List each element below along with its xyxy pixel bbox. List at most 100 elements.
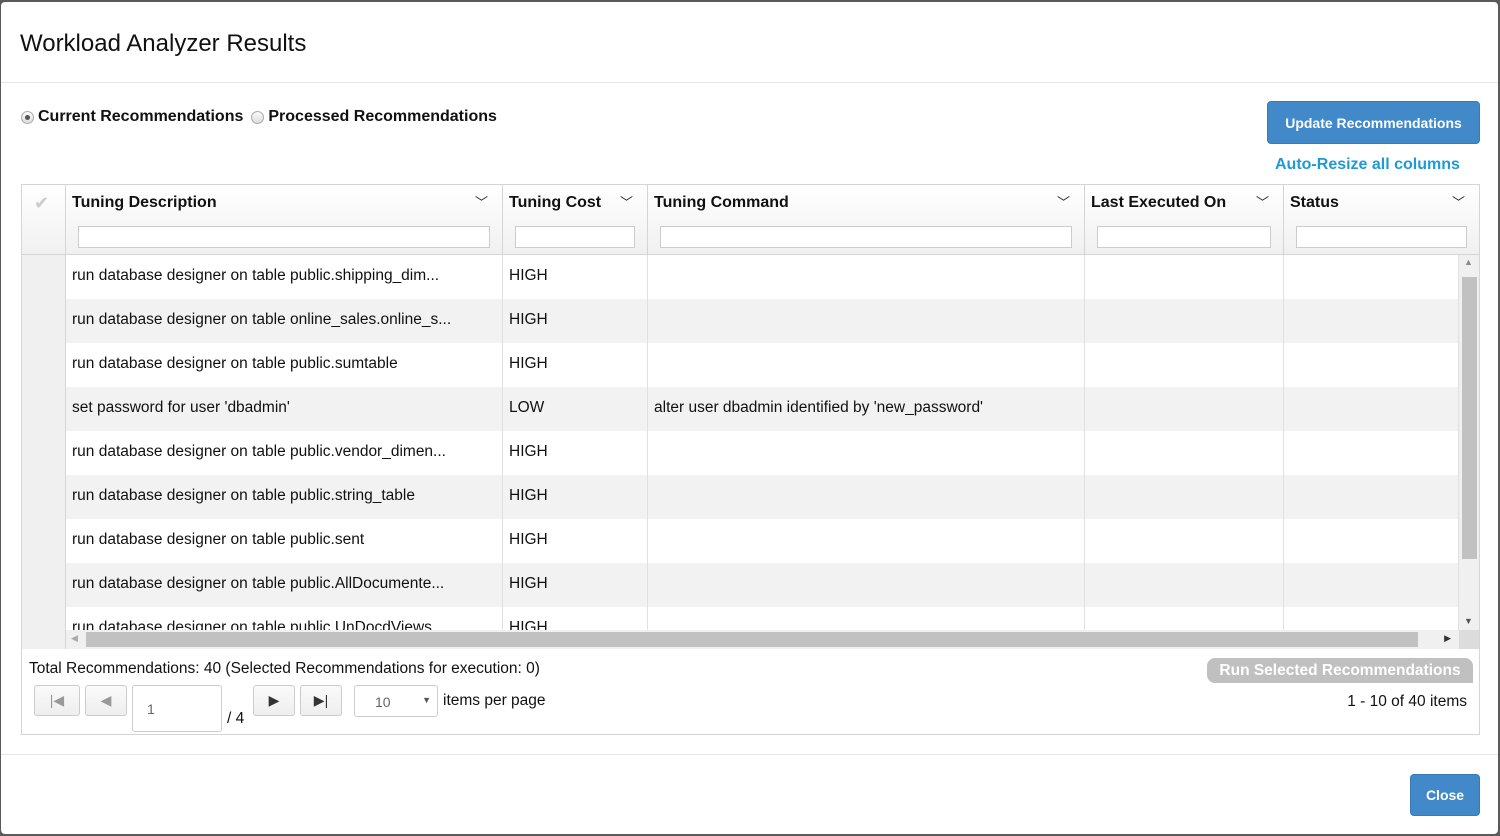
scroll-left-icon[interactable]: ◀	[71, 633, 78, 643]
run-selected-recommendations-button[interactable]: Run Selected Recommendations	[1207, 658, 1473, 683]
chevron-down-icon[interactable]: ﹀	[1255, 195, 1269, 210]
scroll-right-icon[interactable]: ▶	[1444, 633, 1451, 643]
radio-current[interactable]	[21, 110, 34, 124]
previous-page-button[interactable]: ◀	[85, 685, 127, 716]
cell-command: alter user dbadmin identified by 'new_pa…	[648, 387, 1085, 431]
page-size-select[interactable]: 10 ▼	[354, 685, 438, 717]
chevron-down-icon[interactable]: ﹀	[1056, 195, 1070, 210]
row-selector[interactable]	[22, 431, 66, 475]
row-selector[interactable]	[22, 607, 66, 630]
cell-status	[1284, 607, 1459, 630]
cell-description: run database designer on table public.st…	[66, 475, 503, 519]
table-row[interactable]: set password for user 'dbadmin' LOW alter …	[22, 387, 1459, 431]
row-selector[interactable]	[22, 563, 66, 607]
table-row[interactable]: run database designer on table public.ve…	[22, 431, 1459, 475]
cell-status	[1284, 387, 1459, 431]
cell-cost: HIGH	[503, 299, 648, 343]
cell-description: run database designer on table public.Un…	[66, 607, 503, 630]
cell-last-executed	[1085, 343, 1284, 387]
column-header-status[interactable]: Status ﹀	[1284, 185, 1479, 254]
horizontal-scroll-thumb[interactable]	[86, 632, 1418, 647]
checkmark-icon: ✔	[34, 193, 50, 213]
cell-command	[648, 563, 1085, 607]
vertical-scroll-thumb[interactable]	[1462, 277, 1477, 559]
cell-cost: HIGH	[503, 563, 648, 607]
cell-command	[648, 255, 1085, 299]
row-selector[interactable]	[22, 343, 66, 387]
recommendations-grid: ✔ Tuning Description ﹀ Tuning Cost ﹀ Tunin…	[21, 184, 1480, 735]
cell-last-executed	[1085, 475, 1284, 519]
column-header-command[interactable]: Tuning Command ﹀	[648, 185, 1085, 254]
cell-command	[648, 519, 1085, 563]
cell-status	[1284, 343, 1459, 387]
scroll-down-icon[interactable]: ▼	[1464, 616, 1473, 626]
first-page-icon: |◀	[49, 692, 65, 708]
cell-description: run database designer on table public.ve…	[66, 431, 503, 475]
row-selector[interactable]	[22, 387, 66, 431]
cell-description: run database designer on table online_sa…	[66, 299, 503, 343]
cell-status	[1284, 299, 1459, 343]
table-row[interactable]: run database designer on table public.sh…	[22, 255, 1459, 299]
update-recommendations-button[interactable]: Update Recommendations	[1267, 101, 1480, 144]
row-selector[interactable]	[22, 475, 66, 519]
page-number-input[interactable]: 1	[132, 685, 222, 732]
radio-processed[interactable]	[251, 110, 265, 124]
row-selector[interactable]	[22, 299, 66, 343]
cell-command	[648, 607, 1085, 630]
dropdown-arrow-icon: ▼	[422, 695, 431, 705]
cell-cost: HIGH	[503, 607, 648, 630]
column-header-description[interactable]: Tuning Description ﹀	[66, 185, 503, 254]
next-page-button[interactable]: ▶	[253, 685, 295, 716]
page-range-text: 1 - 10 of 40 items	[1347, 693, 1467, 710]
table-row[interactable]: run database designer on table public.Un…	[22, 607, 1459, 630]
cell-last-executed	[1085, 299, 1284, 343]
table-row[interactable]: run database designer on table online_sa…	[22, 299, 1459, 343]
row-selector[interactable]	[22, 519, 66, 563]
cell-command	[648, 431, 1085, 475]
view-radio-group: Current Recommendations Processed Recomm…	[21, 108, 497, 126]
chevron-down-icon[interactable]: ﹀	[474, 195, 488, 210]
close-button[interactable]: Close	[1410, 774, 1480, 816]
filter-cost-input[interactable]	[515, 226, 635, 248]
cell-last-executed	[1085, 519, 1284, 563]
table-row[interactable]: run database designer on table public.st…	[22, 475, 1459, 519]
cell-last-executed	[1085, 431, 1284, 475]
cell-description: run database designer on table public.su…	[66, 343, 503, 387]
horizontal-scrollbar[interactable]: ◀ ▶	[66, 630, 1459, 649]
select-all-header[interactable]: ✔	[22, 185, 66, 254]
filter-command-input[interactable]	[660, 226, 1072, 248]
dialog-title: Workload Analyzer Results	[20, 30, 307, 57]
selector-column-spacer	[22, 630, 66, 649]
radio-processed-label[interactable]: Processed Recommendations	[268, 108, 497, 125]
scroll-up-icon[interactable]: ▲	[1464, 257, 1473, 267]
column-header-cost[interactable]: Tuning Cost ﹀	[503, 185, 648, 254]
last-page-button[interactable]: ▶|	[300, 685, 342, 716]
first-page-button[interactable]: |◀	[34, 685, 80, 716]
cell-status	[1284, 431, 1459, 475]
next-page-icon: ▶	[268, 692, 280, 708]
chevron-down-icon[interactable]: ﹀	[619, 195, 633, 210]
grid-header: ✔ Tuning Description ﹀ Tuning Cost ﹀ Tunin…	[22, 185, 1479, 255]
cell-command	[648, 299, 1085, 343]
radio-current-label[interactable]: Current Recommendations	[38, 108, 244, 125]
cell-cost: HIGH	[503, 431, 648, 475]
scrollbar-corner	[1459, 630, 1479, 649]
chevron-down-icon[interactable]: ﹀	[1451, 195, 1465, 210]
table-row[interactable]: run database designer on table public.se…	[22, 519, 1459, 563]
cell-last-executed	[1085, 387, 1284, 431]
total-recommendations-text: Total Recommendations: 40 (Selected Reco…	[29, 660, 540, 677]
cell-cost: HIGH	[503, 343, 648, 387]
column-header-last-executed[interactable]: Last Executed On ﹀	[1085, 185, 1284, 254]
filter-status-input[interactable]	[1296, 226, 1467, 248]
row-selector[interactable]	[22, 255, 66, 299]
filter-last-executed-input[interactable]	[1097, 226, 1271, 248]
footer-divider	[1, 754, 1498, 755]
vertical-scrollbar[interactable]: ▲ ▼	[1459, 255, 1479, 630]
table-row[interactable]: run database designer on table public.su…	[22, 343, 1459, 387]
cell-cost: HIGH	[503, 255, 648, 299]
divider	[1, 82, 1498, 83]
cell-description: run database designer on table public.Al…	[66, 563, 503, 607]
auto-resize-columns-link[interactable]: Auto-Resize all columns	[1275, 156, 1460, 173]
filter-description-input[interactable]	[78, 226, 490, 248]
table-row[interactable]: run database designer on table public.Al…	[22, 563, 1459, 607]
